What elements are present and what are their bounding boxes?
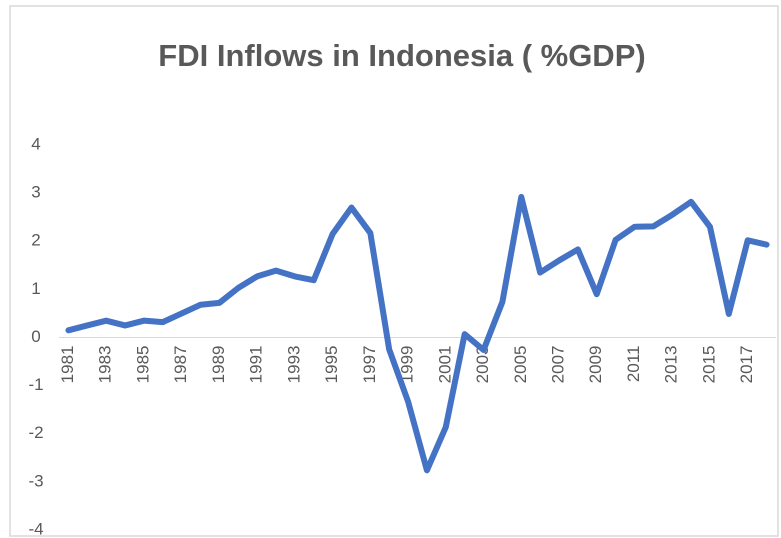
x-tick-label: 1999 [398,346,417,384]
x-tick-label: 2009 [586,346,605,384]
x-tick-label: 1987 [171,346,190,384]
x-tick-label: 2005 [511,346,530,384]
x-tick-label: 2013 [662,346,681,384]
y-tick-label: -1 [28,375,43,394]
y-tick-label: -4 [28,519,43,538]
x-tick-label: 2015 [699,346,718,384]
x-tick-label: 1993 [284,346,303,384]
x-tick-label: 1981 [58,346,77,384]
x-tick-label: 1991 [247,346,266,384]
y-tick-label: 4 [31,134,40,153]
x-tick-label: 2003 [473,346,492,384]
y-tick-label: -2 [28,423,43,442]
data-line [65,193,770,474]
y-tick-label: 0 [31,327,40,346]
x-tick-label: 2001 [435,346,454,384]
y-tick-label: -3 [28,471,43,490]
x-tick-label: 2017 [737,346,756,384]
x-tick-label: 1997 [360,346,379,384]
y-tick-label: 1 [31,279,40,298]
x-tick-label: 1989 [209,346,228,384]
chart-frame [9,5,779,537]
x-tick-label: 2011 [624,346,643,383]
x-tick-label: 1995 [322,346,341,384]
y-tick-label: 2 [31,231,40,250]
y-tick-label: 3 [31,183,40,202]
x-tick-label: 1983 [96,346,115,384]
x-tick-label: 1985 [133,346,152,384]
chart-title: FDI Inflows in Indonesia ( %GDP) [158,38,645,73]
x-tick-label: 2007 [548,346,567,384]
